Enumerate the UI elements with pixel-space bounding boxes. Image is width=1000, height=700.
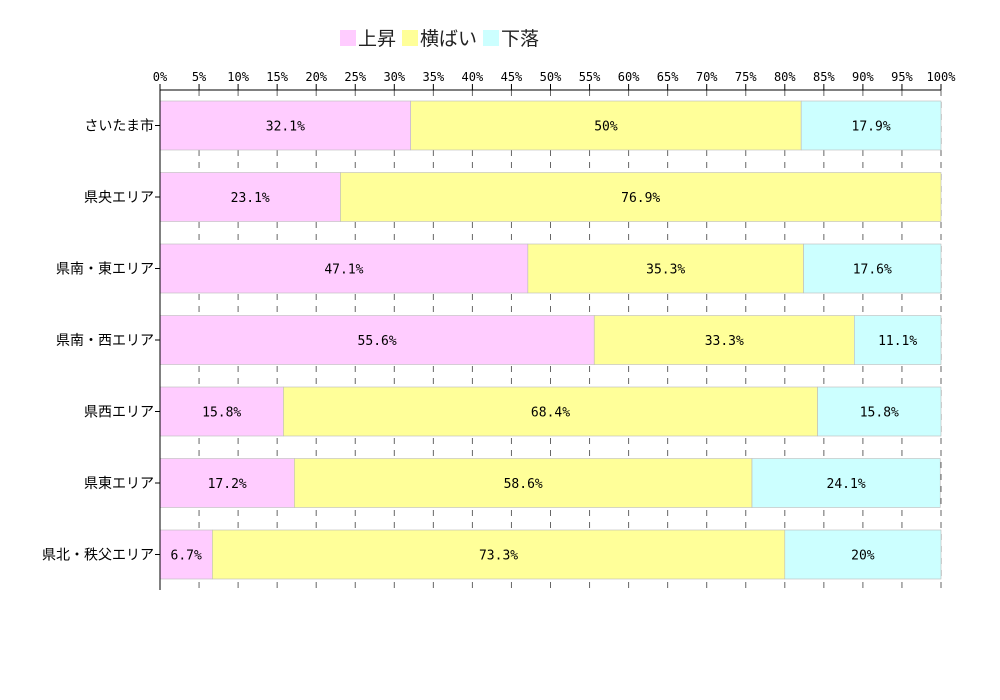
x-tick-label: 45% bbox=[501, 70, 523, 84]
bar-segment bbox=[593, 315, 855, 365]
bar-segment bbox=[340, 172, 942, 222]
bar-segment bbox=[283, 386, 818, 437]
y-tick-label: 県東エリア bbox=[84, 476, 154, 492]
y-tick-label: 県西エリア bbox=[84, 405, 154, 421]
y-tick-label: 県南・東エリア bbox=[56, 262, 154, 278]
bars: 32.1% 50% 17.9% 23.1% 76.9% 47.1% 35.3% 17.6% 55… bbox=[159, 100, 942, 580]
x-tick-label: 70% bbox=[696, 70, 718, 84]
x-tick-label: 20% bbox=[305, 70, 327, 84]
data-label: 55.6% bbox=[358, 334, 397, 349]
data-label: 23.1% bbox=[231, 191, 270, 206]
x-tick-label: 25% bbox=[344, 70, 366, 84]
bar-segment bbox=[159, 458, 295, 508]
x-tick-label: 50% bbox=[540, 70, 562, 84]
bar-segment bbox=[159, 172, 341, 222]
axes: 0% 5% 10% 15% 20% 25% 30% 35% 40% 45% 50% 55% 60% 65%… bbox=[42, 70, 956, 590]
legend-label-flat: 横ばい bbox=[420, 28, 478, 50]
x-tick-label: 75% bbox=[735, 70, 757, 84]
bar-segment bbox=[854, 315, 942, 365]
bar-segment bbox=[800, 100, 942, 151]
data-label: 24.1% bbox=[827, 477, 866, 492]
legend-swatch-flat bbox=[402, 29, 419, 46]
legend-swatch-rise bbox=[340, 29, 356, 46]
bar-segment bbox=[159, 243, 529, 294]
x-tick-label: 35% bbox=[423, 70, 445, 84]
data-label: 17.6% bbox=[853, 263, 892, 278]
bar-segment bbox=[159, 315, 595, 365]
bar-segment bbox=[159, 386, 284, 437]
x-tick-label: 55% bbox=[579, 70, 601, 84]
data-label: 17.9% bbox=[852, 120, 891, 135]
data-label: 68.4% bbox=[531, 406, 570, 421]
data-label: 35.3% bbox=[646, 263, 685, 278]
y-tick-label: さいたま市 bbox=[84, 118, 154, 135]
x-tick-label: 90% bbox=[852, 70, 874, 84]
bar-segment bbox=[784, 529, 942, 580]
x-tick-label: 30% bbox=[383, 70, 405, 84]
bar-segment bbox=[212, 529, 786, 580]
legend: 上昇 横ばい 下落 bbox=[340, 24, 545, 51]
legend-item-flat: 横ばい bbox=[402, 24, 477, 51]
bar-segment bbox=[159, 100, 412, 151]
bar-segment bbox=[159, 529, 213, 580]
data-label: 76.9% bbox=[621, 191, 660, 206]
legend-swatch-fall bbox=[483, 29, 500, 46]
x-tick-label: 80% bbox=[774, 70, 796, 84]
x-tick-label: 15% bbox=[266, 70, 288, 84]
data-label: 58.6% bbox=[504, 477, 543, 492]
x-tick-label: 95% bbox=[891, 70, 913, 84]
x-tick-label: 5% bbox=[192, 70, 207, 84]
x-tick-label: 85% bbox=[813, 70, 835, 84]
data-label: 73.3% bbox=[479, 549, 518, 564]
data-label: 6.7% bbox=[171, 549, 202, 564]
y-tick-label: 県北・秩父エリア bbox=[42, 548, 154, 564]
legend-item-fall: 下落 bbox=[483, 24, 539, 51]
bar-segment bbox=[817, 386, 942, 437]
bar-segment bbox=[410, 100, 802, 151]
legend-label-fall: 下落 bbox=[501, 28, 540, 50]
data-label: 50% bbox=[594, 120, 618, 135]
y-tick-label: 県央エリア bbox=[84, 190, 154, 206]
x-tick-label: 100% bbox=[927, 70, 957, 84]
x-tick-label: 0% bbox=[153, 70, 168, 84]
data-label: 20% bbox=[851, 549, 875, 564]
legend-label-rise: 上昇 bbox=[358, 28, 397, 50]
data-label: 11.1% bbox=[878, 334, 917, 349]
bar-segment bbox=[751, 458, 941, 508]
data-label: 32.1% bbox=[266, 120, 305, 135]
bar-segment bbox=[803, 243, 942, 294]
data-label: 47.1% bbox=[324, 263, 363, 278]
data-label: 15.8% bbox=[860, 406, 899, 421]
bar-segment bbox=[294, 458, 753, 508]
x-tick-label: 40% bbox=[462, 70, 484, 84]
x-tick-label: 60% bbox=[618, 70, 640, 84]
data-label: 17.2% bbox=[208, 477, 247, 492]
data-label: 33.3% bbox=[705, 334, 744, 349]
bar-segment bbox=[527, 243, 804, 294]
x-tick-label: 10% bbox=[227, 70, 249, 84]
legend-item-rise: 上昇 bbox=[340, 24, 396, 51]
x-tick-label: 65% bbox=[657, 70, 679, 84]
y-tick-label: 県南・西エリア bbox=[56, 333, 154, 349]
data-label: 15.8% bbox=[202, 406, 241, 421]
